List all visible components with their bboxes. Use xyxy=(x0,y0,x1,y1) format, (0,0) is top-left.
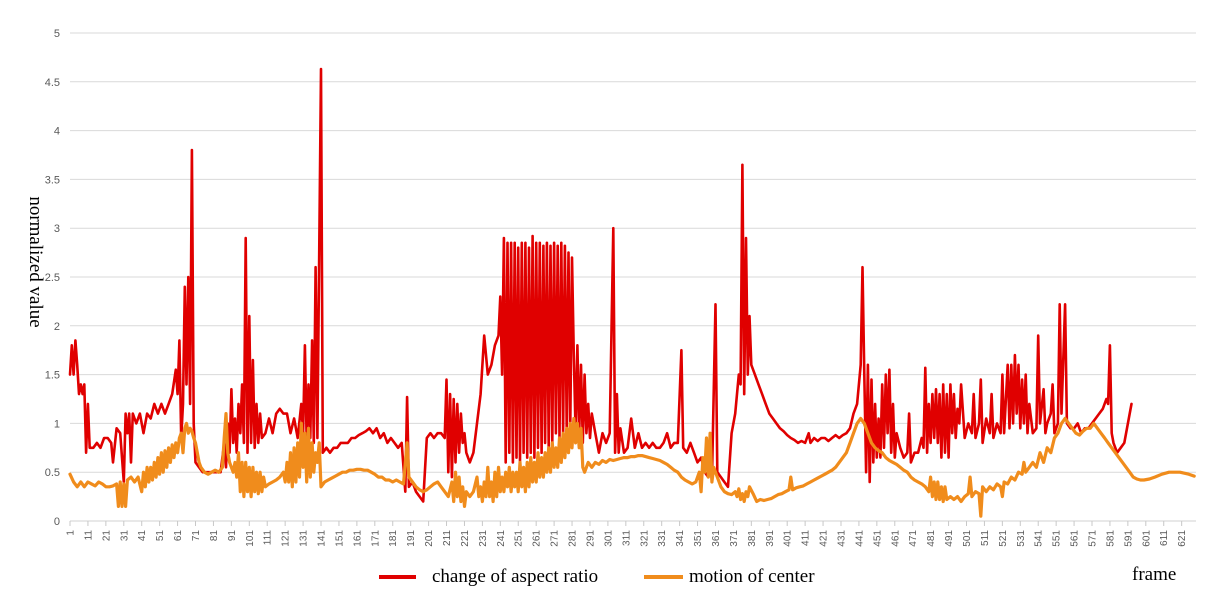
y-tick-label: 0 xyxy=(54,516,60,528)
x-tick-label: 141 xyxy=(317,530,328,547)
x-tick-label: 271 xyxy=(550,530,561,547)
x-tick-label: 131 xyxy=(299,530,310,547)
x-tick-label: 61 xyxy=(173,530,184,542)
x-tick-label: 281 xyxy=(568,530,579,547)
x-tick-label: 81 xyxy=(209,530,220,542)
x-tick-label: 481 xyxy=(926,530,937,547)
x-tick-label: 231 xyxy=(478,530,489,547)
x-tick-label: 31 xyxy=(119,530,130,542)
x-tick-label: 561 xyxy=(1070,530,1081,547)
x-tick-label: 91 xyxy=(227,530,238,542)
legend: change of aspect ratio motion of center xyxy=(379,566,815,587)
x-tick-label: 601 xyxy=(1141,530,1152,547)
x-tick-label: 331 xyxy=(657,530,668,547)
x-tick-label: 311 xyxy=(621,530,632,546)
y-tick-label: 4 xyxy=(54,126,60,138)
y-tick-label: 4.5 xyxy=(45,77,60,89)
x-tick-label: 111 xyxy=(263,530,274,546)
x-tick-label: 171 xyxy=(370,530,381,547)
x-tick-label: 71 xyxy=(191,530,202,542)
series-lines xyxy=(68,67,1196,518)
gridlines xyxy=(70,32,1196,522)
y-tick-label: 1.5 xyxy=(45,370,60,382)
y-axis-title: normalized value xyxy=(25,196,46,327)
x-tick-label: 41 xyxy=(137,530,148,542)
x-tick-label: 501 xyxy=(962,530,973,547)
y-tick-label: 1 xyxy=(54,418,60,430)
x-tick-label: 201 xyxy=(424,530,435,547)
x-tick-label: 591 xyxy=(1123,530,1134,547)
x-tick-label: 181 xyxy=(388,530,399,547)
y-tick-label: 0.5 xyxy=(45,467,60,479)
x-tick-label: 541 xyxy=(1034,530,1045,547)
x-tick-label: 471 xyxy=(908,530,919,547)
x-tick-label: 51 xyxy=(155,530,166,542)
legend-label-motion-of-center: motion of center xyxy=(689,566,815,587)
x-tick-label: 461 xyxy=(890,530,901,547)
x-tick-label: 211 xyxy=(442,530,453,546)
x-tick-label: 161 xyxy=(352,530,363,547)
x-tick-label: 451 xyxy=(872,530,883,547)
x-tick-label: 491 xyxy=(944,530,955,547)
x-tick-label: 411 xyxy=(801,530,812,546)
series-line-aspect-ratio xyxy=(68,67,1133,503)
x-tick-label: 291 xyxy=(585,530,596,547)
x-tick-label: 511 xyxy=(980,530,991,546)
x-tick-label: 581 xyxy=(1105,530,1116,547)
x-tick-label: 621 xyxy=(1177,530,1188,547)
x-axis-title: frame xyxy=(1132,564,1176,585)
x-tick-label: 11 xyxy=(83,530,94,541)
x-tick-label: 341 xyxy=(675,530,686,547)
y-tick-label: 2 xyxy=(54,321,60,333)
x-tick-label: 261 xyxy=(532,530,543,547)
x-tick-label: 421 xyxy=(819,530,830,547)
y-axis-ticks: 0 0.5 1 1.5 2 2.5 3 3.5 4 4.5 5 xyxy=(45,28,60,528)
y-tick-label: 3.5 xyxy=(45,174,60,186)
x-tick-label: 301 xyxy=(603,530,614,547)
x-tick-label: 371 xyxy=(729,530,740,547)
x-tick-label: 191 xyxy=(406,530,417,547)
y-tick-label: 2.5 xyxy=(45,272,60,284)
x-tick-label: 401 xyxy=(783,530,794,547)
x-tick-label: 151 xyxy=(334,530,345,547)
x-tick-label: 441 xyxy=(854,530,865,547)
x-tick-label: 391 xyxy=(765,530,776,547)
x-tick-label: 361 xyxy=(711,530,722,547)
x-tick-label: 1 xyxy=(66,530,77,536)
x-tick-label: 571 xyxy=(1088,530,1099,547)
x-tick-label: 21 xyxy=(101,530,112,542)
x-tick-label: 351 xyxy=(693,530,704,547)
x-tick-label: 521 xyxy=(998,530,1009,547)
x-tick-label: 531 xyxy=(1016,530,1027,547)
x-tick-label: 121 xyxy=(281,530,292,547)
series-line-motion-of-center xyxy=(68,412,1196,518)
x-tick-label: 431 xyxy=(836,530,847,547)
x-tick-label: 241 xyxy=(496,530,507,547)
x-tick-label: 221 xyxy=(460,530,471,547)
legend-label-aspect-ratio: change of aspect ratio xyxy=(432,566,598,587)
x-tick-label: 101 xyxy=(245,530,256,547)
x-tick-label: 551 xyxy=(1052,530,1063,547)
x-tick-label: 381 xyxy=(747,530,758,547)
y-tick-label: 5 xyxy=(54,28,60,40)
x-tick-label: 611 xyxy=(1159,530,1170,546)
y-tick-label: 3 xyxy=(54,223,60,235)
x-tick-label: 321 xyxy=(639,530,650,547)
x-axis-ticks: 1 11 21 31 41 51 61 71 81 91 101 111 121 131 141 151 161… xyxy=(66,521,1188,547)
x-tick-label: 251 xyxy=(514,530,525,547)
